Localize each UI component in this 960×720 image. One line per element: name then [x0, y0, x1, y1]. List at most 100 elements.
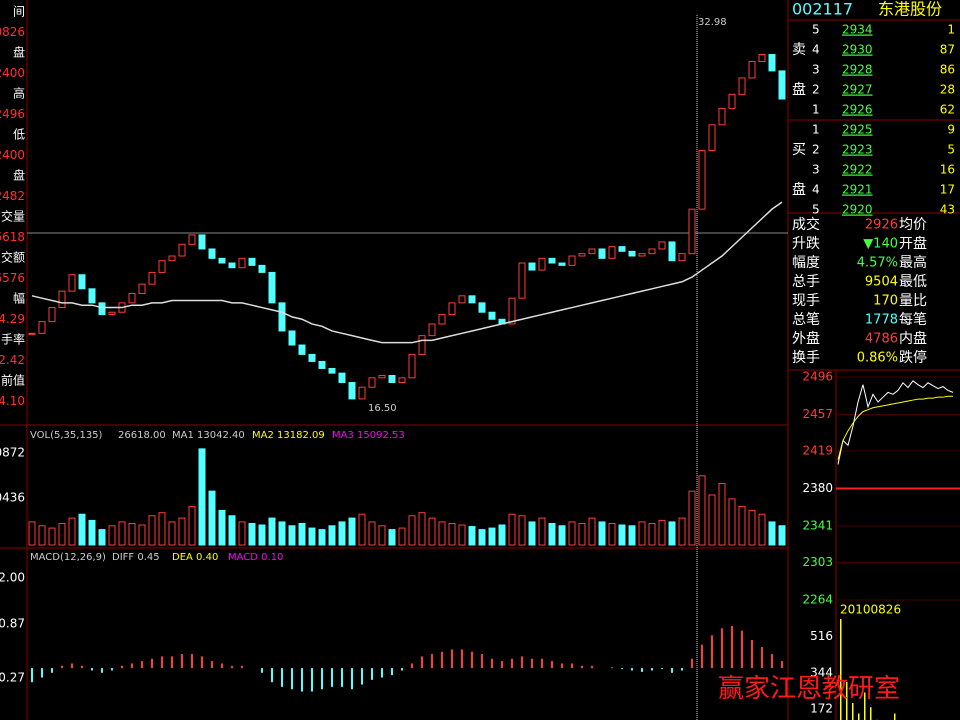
book-volume: 43: [940, 203, 955, 217]
macd-axis-label: 0.87: [0, 617, 25, 631]
volume-bar: [148, 515, 156, 546]
vol-header: 26618.00: [118, 430, 166, 441]
macd-bar: [481, 654, 483, 669]
volume-bar: [278, 521, 286, 546]
side-label: 2496: [0, 107, 25, 121]
macd-bar: [731, 625, 733, 669]
volume-bar: [328, 525, 336, 546]
candle: [88, 288, 96, 304]
candle: [588, 248, 596, 255]
book-price: 2927: [842, 83, 873, 97]
candle: [388, 374, 396, 384]
candle: [668, 241, 676, 262]
macd-bar: [171, 656, 173, 669]
volume-bar: [298, 522, 306, 546]
vol-axis-label: 0436: [0, 491, 25, 505]
volume-bar: [418, 512, 426, 546]
macd-bar: [681, 668, 683, 671]
intraday-date: 20100826: [840, 603, 901, 617]
macd-bar: [381, 668, 383, 678]
stat-label: 现手: [792, 293, 820, 309]
macd-bar: [151, 658, 153, 669]
intraday-volume: [870, 707, 872, 720]
volume-bar: [128, 522, 136, 546]
book-volume: 17: [940, 183, 955, 197]
volume-bar: [208, 490, 216, 546]
macd-bar: [91, 668, 93, 671]
volume-bar: [608, 522, 616, 546]
macd-axis-label: 2.00: [0, 571, 25, 585]
volume-bar: [98, 529, 106, 546]
volume-bar: [618, 524, 626, 546]
intraday-price: [837, 380, 954, 465]
stat-value: 1778: [865, 313, 898, 328]
intraday-tick: 2303: [802, 555, 833, 569]
side-label: 6576: [0, 271, 25, 285]
macd-bar: [721, 628, 723, 669]
book-price: 2925: [842, 123, 873, 137]
volume-bar: [78, 513, 86, 546]
candle: [598, 248, 606, 259]
candle: [718, 107, 726, 126]
candle: [38, 321, 46, 334]
macd-bar: [341, 668, 343, 687]
stat-value: 170: [873, 294, 898, 309]
volume-bar: [518, 515, 526, 546]
macd-bar: [51, 668, 53, 673]
book-volume: 87: [940, 43, 955, 57]
macd-bar: [671, 668, 673, 673]
macd-bar: [691, 658, 693, 669]
volume-bar: [498, 524, 506, 546]
macd-bar: [651, 668, 653, 671]
book-level: 1: [812, 123, 820, 137]
volume-bar: [658, 519, 666, 546]
watermark: 赢家江恩教研室: [718, 674, 900, 704]
volume-bar: [728, 498, 736, 546]
macd-bar: [521, 656, 523, 669]
low-label: 16.50: [368, 403, 397, 414]
candle: [178, 243, 186, 257]
macd-bar: [431, 654, 433, 669]
stat-label: 内盘: [899, 330, 927, 347]
candle: [198, 234, 206, 250]
side-label: 0826: [0, 25, 25, 39]
candle: [428, 323, 436, 337]
candle: [358, 386, 366, 400]
candle: [528, 262, 536, 271]
book-label: 卖: [792, 42, 806, 58]
macd-bar: [241, 665, 243, 669]
side-label: 盘: [13, 168, 25, 183]
candle: [698, 150, 706, 210]
macd-bar: [351, 668, 353, 690]
stat-label: 均价: [899, 217, 927, 233]
book-label: 盘: [792, 181, 806, 198]
candle: [318, 360, 326, 369]
volume-bar: [378, 525, 386, 546]
candle: [348, 382, 356, 400]
candle: [748, 61, 756, 79]
book-level: 3: [812, 163, 820, 177]
candle: [538, 257, 546, 271]
macd-bar: [441, 651, 443, 669]
side-label: 前值: [1, 373, 25, 388]
volume-bar: [88, 519, 96, 546]
volume-bar: [508, 513, 516, 546]
book-volume: 16: [940, 163, 955, 177]
book-level: 5: [812, 23, 820, 37]
macd-bar: [741, 630, 743, 669]
candle: [638, 253, 646, 257]
macd-bar: [531, 658, 533, 669]
candle: [728, 93, 736, 109]
candle: [228, 262, 236, 269]
volume-bar: [28, 521, 36, 546]
stock-name: 东港股份: [878, 0, 942, 19]
candle: [68, 274, 76, 292]
volume-bar: [778, 525, 786, 546]
book-volume: 28: [940, 83, 955, 97]
side-label: 2.42: [0, 353, 25, 367]
side-label: 4.10: [0, 394, 25, 408]
stat-value: 2926: [865, 218, 898, 233]
volume-bar: [768, 521, 776, 546]
macd-bar: [61, 665, 63, 669]
